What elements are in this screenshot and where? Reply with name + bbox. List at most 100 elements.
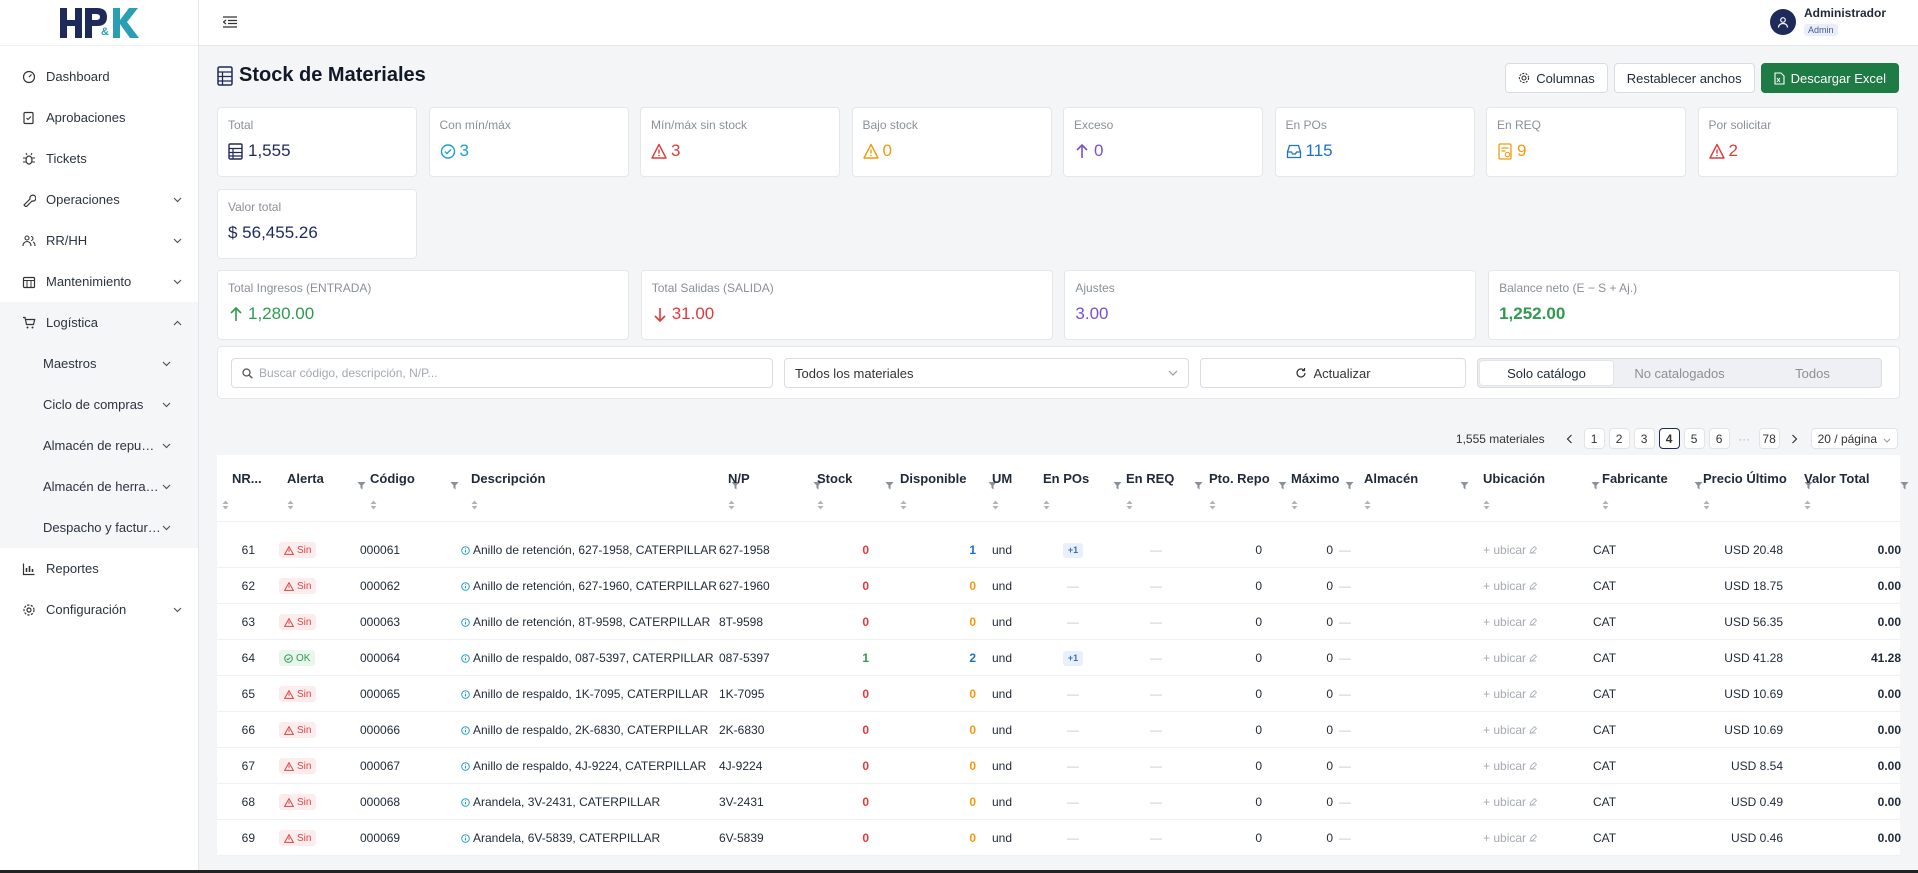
column-header[interactable]: Código (370, 471, 415, 486)
table-row[interactable]: 67 Sin 000067 Anillo de respaldo, 4J-9224, … (217, 748, 1901, 784)
reset-widths-button[interactable]: Restablecer anchos (1613, 63, 1755, 93)
sort-icon[interactable] (900, 497, 907, 515)
sort-icon[interactable] (817, 497, 824, 515)
column-header[interactable]: Alerta (287, 471, 324, 486)
page-button-last[interactable]: 78 (1758, 428, 1780, 449)
column-header[interactable]: Descripción (471, 471, 546, 486)
sort-icon[interactable] (222, 497, 229, 515)
filter-icon[interactable] (1345, 477, 1354, 495)
sidebar-item-log-stica[interactable]: Logística (0, 302, 198, 343)
segment-option[interactable]: No catalogados (1634, 365, 1725, 381)
sort-icon[interactable] (992, 497, 999, 515)
table-row[interactable]: 65 Sin 000065 Anillo de respaldo, 1K-7095, … (217, 676, 1901, 712)
column-header[interactable]: Stock (817, 471, 853, 486)
sidebar-item-tickets[interactable]: Tickets (0, 138, 198, 179)
table-row[interactable]: 63 Sin 000063 Anillo de retención, 8T-9598,… (217, 604, 1901, 640)
filter-icon[interactable] (885, 477, 894, 495)
column-header[interactable]: Almacén (1364, 471, 1419, 486)
sort-icon[interactable] (1703, 497, 1710, 515)
locate-link[interactable]: + ubicar (1483, 651, 1538, 665)
sort-icon[interactable] (1291, 497, 1298, 515)
page-button[interactable]: 6 (1708, 428, 1730, 449)
column-header[interactable]: Valor Total (1804, 471, 1870, 486)
page-button[interactable]: 1 (1583, 428, 1605, 449)
info-icon[interactable] (461, 653, 473, 663)
sort-icon[interactable] (728, 497, 735, 515)
sidebar-item-configuracion[interactable]: Configuración (0, 589, 198, 630)
submenu-item[interactable]: Despacho y facturación (0, 507, 198, 548)
logo[interactable]: & (0, 0, 198, 46)
column-header[interactable]: En REQ (1126, 471, 1175, 486)
table-row[interactable]: 69 Sin 000069 Arandela, 6V-5839, CATERPILLA… (217, 820, 1901, 856)
sort-icon[interactable] (1043, 497, 1050, 515)
filter-icon[interactable] (450, 477, 459, 495)
table-row[interactable]: 62 Sin 000062 Anillo de retención, 627-1960… (217, 568, 1901, 604)
sort-icon[interactable] (1209, 497, 1216, 515)
locate-link[interactable]: + ubicar (1483, 615, 1538, 629)
column-header[interactable]: Pto. Repo (1209, 471, 1270, 486)
sidebar-item-aprobaciones[interactable]: Aprobaciones (0, 97, 198, 138)
page-size-select[interactable]: 20 / página (1810, 428, 1898, 449)
user-menu[interactable]: Administrador Admin (1769, 6, 1886, 38)
submenu-item[interactable]: Ciclo de compras (0, 384, 198, 425)
sort-icon[interactable] (370, 497, 377, 515)
submenu-item[interactable]: Almacén de herramientas (0, 466, 198, 507)
filter-icon[interactable] (1113, 477, 1122, 495)
sort-icon[interactable] (1483, 497, 1490, 515)
columns-button[interactable]: Columnas (1505, 63, 1608, 93)
sort-icon[interactable] (287, 497, 294, 515)
filter-icon[interactable] (357, 477, 366, 495)
filter-icon[interactable] (1591, 477, 1600, 495)
next-page-button[interactable] (1784, 428, 1805, 449)
info-icon[interactable] (461, 797, 473, 807)
sidebar-item-mantenimiento[interactable]: Mantenimiento (0, 261, 198, 302)
refresh-button[interactable]: Actualizar (1200, 358, 1466, 388)
sidebar-item-reportes[interactable]: Reportes (0, 548, 198, 589)
sidebar-item-operaciones[interactable]: Operaciones (0, 179, 198, 220)
locate-link[interactable]: + ubicar (1483, 831, 1538, 845)
locate-link[interactable]: + ubicar (1483, 687, 1538, 701)
info-icon[interactable] (461, 689, 473, 699)
column-header[interactable]: En POs (1043, 471, 1090, 486)
locate-link[interactable]: + ubicar (1483, 543, 1538, 557)
filter-icon[interactable] (988, 477, 997, 495)
table-row[interactable]: 64 OK 000064 Anillo de respaldo, 087-5397, … (217, 640, 1901, 676)
info-icon[interactable] (461, 581, 473, 591)
column-header[interactable]: Máximo (1291, 471, 1340, 486)
sort-icon[interactable] (1602, 497, 1609, 515)
page-ellipsis[interactable]: ··· (1738, 431, 1751, 446)
table-row[interactable]: 66 Sin 000066 Anillo de respaldo, 2K-6830, … (217, 712, 1901, 748)
filter-icon[interactable] (1460, 477, 1469, 495)
sort-icon[interactable] (1804, 497, 1811, 515)
sidebar-item-rr-hh[interactable]: RR/HH (0, 220, 198, 261)
submenu-item[interactable]: Maestros (0, 343, 198, 384)
page-button[interactable]: 4 (1658, 428, 1680, 449)
column-header[interactable]: NR... (232, 471, 262, 486)
column-header[interactable]: Fabricante (1602, 471, 1668, 486)
info-icon[interactable] (461, 617, 473, 627)
info-icon[interactable] (461, 833, 473, 843)
pos-badge[interactable]: +1 (1063, 650, 1083, 666)
filter-icon[interactable] (1194, 477, 1203, 495)
info-icon[interactable] (461, 761, 473, 771)
sort-icon[interactable] (1126, 497, 1133, 515)
pos-badge[interactable]: +1 (1063, 542, 1083, 558)
download-excel-button[interactable]: Descargar Excel (1760, 63, 1899, 93)
locate-link[interactable]: + ubicar (1483, 759, 1538, 773)
search-box[interactable] (231, 358, 773, 388)
column-header[interactable]: Ubicación (1483, 471, 1546, 486)
filter-icon[interactable] (813, 477, 822, 495)
page-button[interactable]: 3 (1633, 428, 1655, 449)
sort-icon[interactable] (471, 497, 478, 515)
material-type-select[interactable]: Todos los materiales (784, 358, 1189, 388)
locate-link[interactable]: + ubicar (1483, 579, 1538, 593)
filter-icon[interactable] (1900, 477, 1909, 495)
page-button[interactable]: 5 (1683, 428, 1705, 449)
menu-toggle-icon[interactable] (222, 15, 239, 29)
column-header[interactable]: Precio Último (1703, 471, 1787, 486)
submenu-item[interactable]: Almacén de repuestos (0, 425, 198, 466)
sort-icon[interactable] (1364, 497, 1371, 515)
filter-icon[interactable] (1804, 477, 1813, 495)
filter-icon[interactable] (731, 477, 740, 495)
page-button[interactable]: 2 (1608, 428, 1630, 449)
